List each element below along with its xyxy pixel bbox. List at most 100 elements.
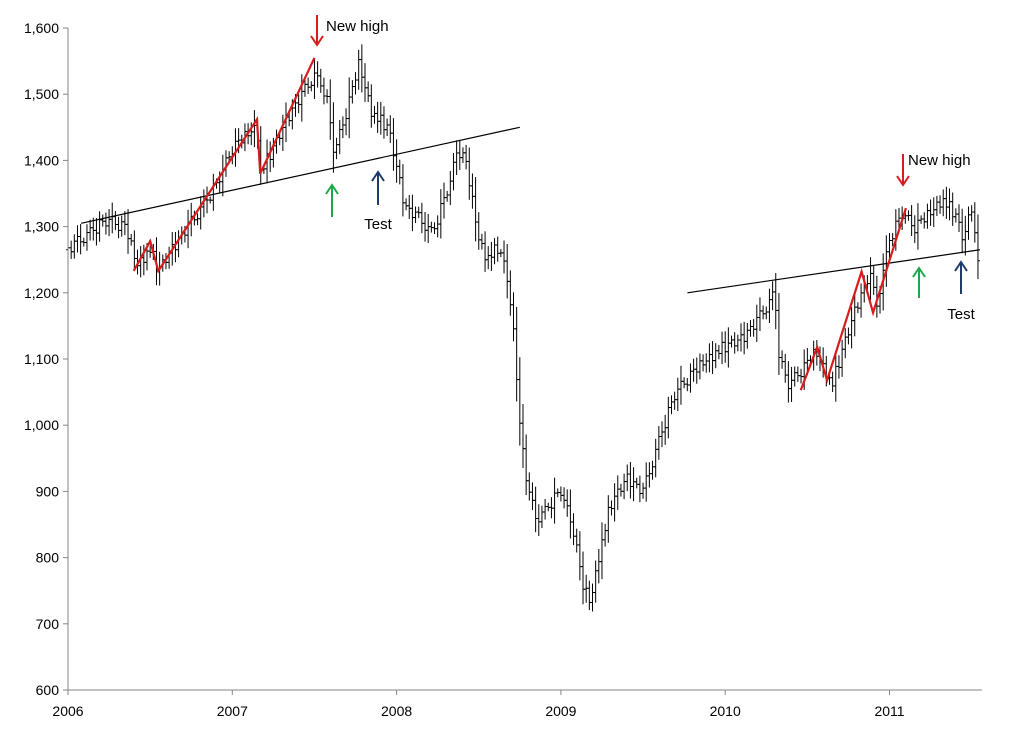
trend-line-2010 xyxy=(687,249,980,294)
y-tick-label: 1,600 xyxy=(24,20,59,36)
ohlc-bar xyxy=(375,101,380,133)
ohlc-bar xyxy=(536,504,541,537)
ohlc-bar xyxy=(129,233,134,246)
ohlc-bar xyxy=(969,205,974,222)
ohlc-bar xyxy=(950,192,955,226)
ohlc-bar xyxy=(757,297,762,332)
ohlc-bar xyxy=(527,472,532,501)
ohlc-bar xyxy=(669,395,674,415)
ohlc-bar xyxy=(483,231,488,272)
ohlc-bar xyxy=(410,194,415,232)
ohlc-bar xyxy=(552,477,557,524)
ohlc-bar xyxy=(931,197,936,228)
ohlc-bar xyxy=(113,210,118,231)
x-tick-label: 2010 xyxy=(710,703,741,719)
ohlc-bar xyxy=(344,108,349,136)
ohlc-bar xyxy=(704,353,709,373)
ohlc-bar xyxy=(476,212,481,250)
ohlc-bar xyxy=(789,366,794,402)
ohlc-bar xyxy=(419,202,424,234)
ohlc-bar xyxy=(581,551,586,605)
ohlc-bar xyxy=(486,246,491,270)
ohlc-bar xyxy=(710,341,715,374)
ohlc-bar xyxy=(69,240,74,259)
ohlc-bar xyxy=(321,77,326,105)
ohlc-bar xyxy=(764,306,769,320)
ohlc-bar xyxy=(211,173,216,211)
y-tick-label: 1,300 xyxy=(24,219,59,235)
ohlc-bar xyxy=(846,327,851,345)
ohlc-bar xyxy=(397,159,402,185)
down-arrow-icon xyxy=(896,154,910,187)
ohlc-bar xyxy=(953,208,958,223)
ohlc-bar xyxy=(843,328,848,359)
ohlc-bar xyxy=(126,209,131,254)
y-tick-label: 800 xyxy=(36,550,60,566)
ohlc-bar xyxy=(938,195,943,214)
ohlc-bar xyxy=(574,528,579,553)
ohlc-bar xyxy=(505,244,510,299)
ohlc-bar xyxy=(606,495,611,543)
axes: 600 700 800 900 1,000 1,100 1,200 1,300 1,400 1,5… xyxy=(24,20,982,719)
ohlc-bar xyxy=(524,434,529,496)
ohlc-bar xyxy=(318,68,323,93)
ohlc-bar xyxy=(773,273,778,330)
ohlc-bar xyxy=(195,213,200,226)
ohlc-bar xyxy=(928,199,933,226)
ohlc-bar xyxy=(312,59,317,100)
ohlc-bar xyxy=(353,72,358,95)
ohlc-bar xyxy=(530,482,535,511)
ohlc-bar xyxy=(233,128,238,167)
ohlc-bar xyxy=(776,293,781,375)
ohlc-bar xyxy=(641,482,646,499)
ohlc-bar xyxy=(381,106,386,139)
ohlc-bar xyxy=(915,203,920,250)
ohlc-bar xyxy=(909,205,914,237)
annotation-new-high-1: New high xyxy=(326,18,389,35)
ohlc-bar xyxy=(340,116,345,139)
ohlc-bar xyxy=(748,320,753,337)
ohlc-bar xyxy=(363,63,368,102)
y-tick-label: 700 xyxy=(36,616,60,632)
ohlc-bar xyxy=(517,357,522,446)
ohlc-bar xyxy=(366,81,371,103)
ohlc-bar xyxy=(656,426,661,460)
ohlc-bar xyxy=(599,522,604,580)
zigzag-2006 xyxy=(132,57,316,274)
ohlc-bar xyxy=(694,357,699,384)
ohlc-bar xyxy=(855,302,860,314)
ohlc-bar xyxy=(795,366,800,382)
ohlc-bar xyxy=(100,214,105,227)
ohlc-bar xyxy=(492,238,497,265)
ohlc-bar xyxy=(514,306,519,402)
ohlc-bar xyxy=(426,213,431,243)
ohlc-bar xyxy=(438,189,443,239)
ohlc-bar xyxy=(464,144,469,170)
ohlc-bar xyxy=(508,270,513,316)
x-tick-label: 2006 xyxy=(52,703,83,719)
up-arrow-icon xyxy=(371,170,385,205)
ohlc-bar xyxy=(356,49,361,90)
ohlc-bar xyxy=(347,77,352,139)
annotation-test-2: Test xyxy=(947,306,975,323)
ohlc-bar xyxy=(726,327,731,368)
ohlc-bar xyxy=(119,215,124,237)
ohlc-bar xyxy=(612,483,617,522)
ohlc-bar xyxy=(107,209,112,237)
ohlc-bar xyxy=(467,147,472,200)
ohlc-bar xyxy=(742,321,747,355)
ohlc-bar xyxy=(385,118,390,137)
ohlc-bar xyxy=(571,513,576,546)
ohlc-bar xyxy=(470,173,475,209)
ohlc-bar xyxy=(103,212,108,235)
ohlc-bar xyxy=(675,377,680,412)
ohlc-bar xyxy=(770,281,775,311)
ohlc-bar xyxy=(577,531,582,581)
ohlc-bar xyxy=(122,211,127,236)
ohlc-bar xyxy=(723,331,728,363)
ohlc-bar xyxy=(975,214,980,280)
ohlc-bar xyxy=(539,505,544,529)
ohlc-bar xyxy=(435,215,440,238)
ohlc-bar xyxy=(957,204,962,233)
